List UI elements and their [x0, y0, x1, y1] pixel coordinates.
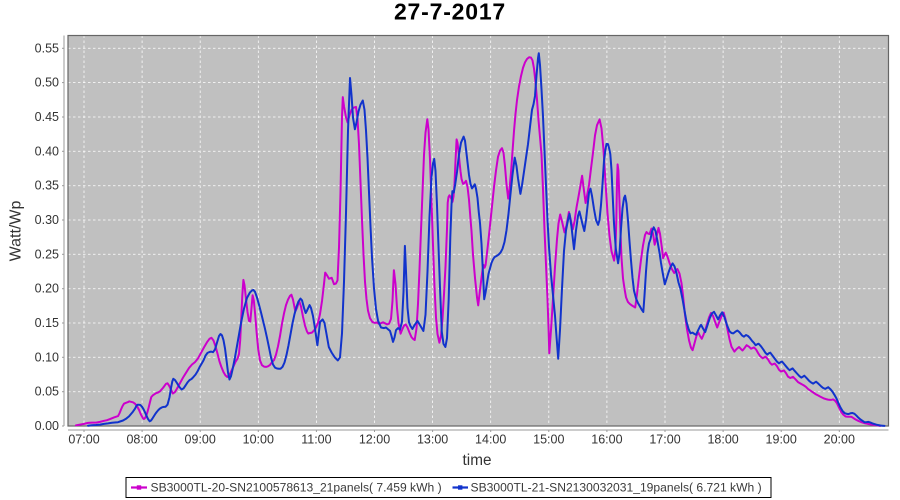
svg-text:0.00: 0.00	[35, 419, 59, 433]
svg-text:10:00: 10:00	[243, 433, 274, 447]
svg-text:0.30: 0.30	[35, 213, 59, 227]
svg-text:SB3000TL-21-SN2130032031_19pan: SB3000TL-21-SN2130032031_19panels( 6.721…	[471, 480, 762, 494]
svg-text:0.55: 0.55	[35, 41, 59, 55]
svg-text:11:00: 11:00	[301, 433, 331, 447]
svg-text:07:00: 07:00	[68, 433, 99, 447]
svg-text:13:00: 13:00	[417, 433, 448, 447]
svg-text:09:00: 09:00	[185, 433, 216, 447]
svg-text:0.15: 0.15	[35, 316, 59, 330]
svg-text:19:00: 19:00	[766, 433, 797, 447]
svg-text:0.20: 0.20	[35, 282, 59, 296]
svg-text:12:00: 12:00	[359, 433, 390, 447]
svg-text:27-7-2017: 27-7-2017	[394, 0, 506, 25]
svg-text:08:00: 08:00	[126, 433, 157, 447]
svg-text:14:00: 14:00	[475, 433, 506, 447]
svg-text:0.35: 0.35	[35, 179, 59, 193]
svg-text:0.50: 0.50	[35, 76, 59, 90]
svg-text:0.05: 0.05	[35, 385, 59, 399]
svg-text:Watt/Wp: Watt/Wp	[8, 201, 25, 262]
svg-text:0.40: 0.40	[35, 144, 59, 158]
svg-text:16:00: 16:00	[591, 433, 622, 447]
svg-text:0.25: 0.25	[35, 247, 59, 261]
svg-text:SB3000TL-20-SN2100578613_21pan: SB3000TL-20-SN2100578613_21panels( 7.459…	[151, 480, 442, 494]
svg-text:17:00: 17:00	[649, 433, 680, 447]
svg-text:15:00: 15:00	[533, 433, 564, 447]
svg-text:0.45: 0.45	[35, 110, 59, 124]
svg-text:20:00: 20:00	[824, 433, 855, 447]
svg-text:time: time	[463, 452, 492, 469]
svg-text:0.10: 0.10	[35, 350, 59, 364]
svg-text:18:00: 18:00	[707, 433, 738, 447]
